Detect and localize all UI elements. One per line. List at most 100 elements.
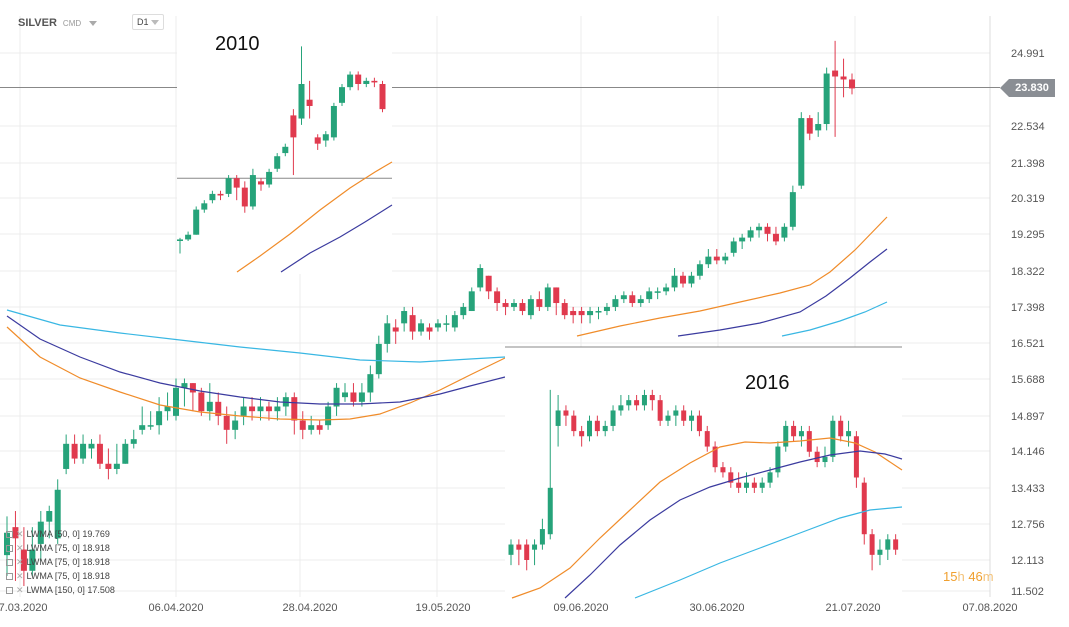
close-icon[interactable]: ✕ — [16, 529, 24, 539]
market-label: CMD — [62, 18, 82, 28]
candle-2016 — [869, 534, 875, 555]
candle — [122, 443, 129, 464]
candle-2010 — [347, 74, 354, 88]
wma150-2016-line — [634, 506, 903, 599]
candle-2016 — [641, 395, 647, 406]
candle — [747, 230, 754, 238]
y-tick-label: 12.113 — [1011, 555, 1044, 567]
timeframe-selector[interactable]: D1 — [132, 14, 164, 30]
candle-2010 — [258, 181, 264, 185]
legend-toggle[interactable] — [6, 586, 13, 594]
candle — [443, 323, 450, 325]
annotation-2016: 2016 — [745, 372, 790, 394]
candle-2016 — [877, 549, 883, 555]
candle-2016 — [587, 420, 592, 437]
timer-minutes-unit: m — [982, 569, 994, 584]
annotation-2010: 2010 — [215, 33, 260, 55]
candle — [4, 532, 10, 556]
y-tick-label: 12.756 — [1011, 519, 1045, 531]
symbol-label: SILVER — [18, 17, 57, 29]
candle — [147, 425, 154, 427]
candle-2010 — [185, 234, 192, 240]
candle-2010 — [314, 137, 321, 144]
legend-toggle[interactable] — [6, 530, 13, 538]
candle-2016 — [665, 415, 671, 421]
legend-toggle[interactable] — [6, 572, 13, 580]
inset-2016-panel — [505, 347, 902, 599]
candle — [54, 489, 61, 539]
symbol-selector[interactable]: SILVER CMD — [18, 14, 98, 32]
candle-2016 — [728, 472, 734, 483]
candle — [198, 392, 205, 412]
candle — [20, 549, 27, 571]
candle-2010 — [201, 203, 208, 210]
candle — [299, 420, 306, 430]
candle — [350, 392, 357, 402]
candle-2016 — [775, 446, 781, 473]
y-tick-label: 15.688 — [1011, 374, 1045, 386]
candle — [663, 287, 670, 292]
candle — [181, 383, 188, 388]
candle — [595, 311, 602, 313]
legend-text: LWMA [50, 0] 19.769 — [26, 529, 110, 539]
x-tick-label: 09.06.2020 — [553, 602, 608, 614]
close-icon[interactable]: ✕ — [16, 557, 24, 567]
y-tick-label: 14.146 — [1011, 446, 1045, 458]
candle-2016 — [594, 420, 600, 432]
candle-2016 — [806, 431, 812, 452]
candle — [629, 295, 636, 304]
timer-minutes: 46 — [968, 569, 983, 584]
candle — [291, 397, 298, 421]
candle-2016 — [673, 410, 679, 416]
candle — [680, 275, 686, 284]
candle — [730, 241, 737, 253]
legend-toggle[interactable] — [6, 558, 13, 566]
candle — [713, 256, 720, 261]
current-price-tag: 23.830 — [1000, 79, 1055, 97]
candle — [460, 306, 467, 316]
candle — [37, 521, 44, 544]
y-tick-label: 16.521 — [1011, 338, 1045, 350]
legend-text: LWMA [75, 0] 18.918 — [26, 557, 110, 567]
candle — [63, 443, 70, 469]
candle-2016 — [791, 425, 797, 437]
candle — [536, 299, 543, 307]
candle-2010 — [209, 193, 216, 201]
candle-2016 — [767, 472, 773, 483]
current-price-value: 23.830 — [1015, 82, 1049, 94]
candle — [130, 439, 137, 444]
candle — [798, 118, 805, 186]
y-tick-label: 24.991 — [1011, 48, 1045, 60]
wma75-line — [6, 315, 506, 405]
candle — [308, 425, 315, 430]
wma75-line — [677, 248, 888, 337]
candle — [265, 406, 272, 412]
candle-2016 — [618, 405, 624, 411]
candle-2016 — [681, 410, 687, 421]
candle — [426, 327, 433, 332]
close-icon[interactable]: ✕ — [16, 585, 24, 595]
candle — [105, 463, 112, 469]
candle-2016 — [547, 487, 553, 535]
candle — [392, 327, 399, 332]
close-icon[interactable]: ✕ — [16, 571, 24, 581]
close-icon[interactable]: ✕ — [16, 543, 24, 553]
legend-toggle[interactable] — [6, 544, 13, 552]
candle-2016 — [885, 539, 891, 550]
candle — [375, 343, 382, 375]
y-tick-label: 19.295 — [1011, 229, 1045, 241]
candle — [553, 287, 560, 304]
candle-2016 — [524, 544, 530, 560]
candle — [358, 392, 365, 402]
candle-2010 — [306, 99, 313, 106]
candle-2016 — [798, 431, 804, 437]
x-tick-label: 30.06.2020 — [689, 602, 744, 614]
candle-2016 — [649, 395, 655, 401]
timer-hours-unit: h — [957, 569, 965, 584]
timeframe-label: D1 — [137, 17, 149, 27]
candle — [139, 425, 146, 430]
candle — [603, 306, 610, 312]
y-tick-label: 20.319 — [1011, 193, 1045, 205]
candle — [756, 226, 763, 231]
